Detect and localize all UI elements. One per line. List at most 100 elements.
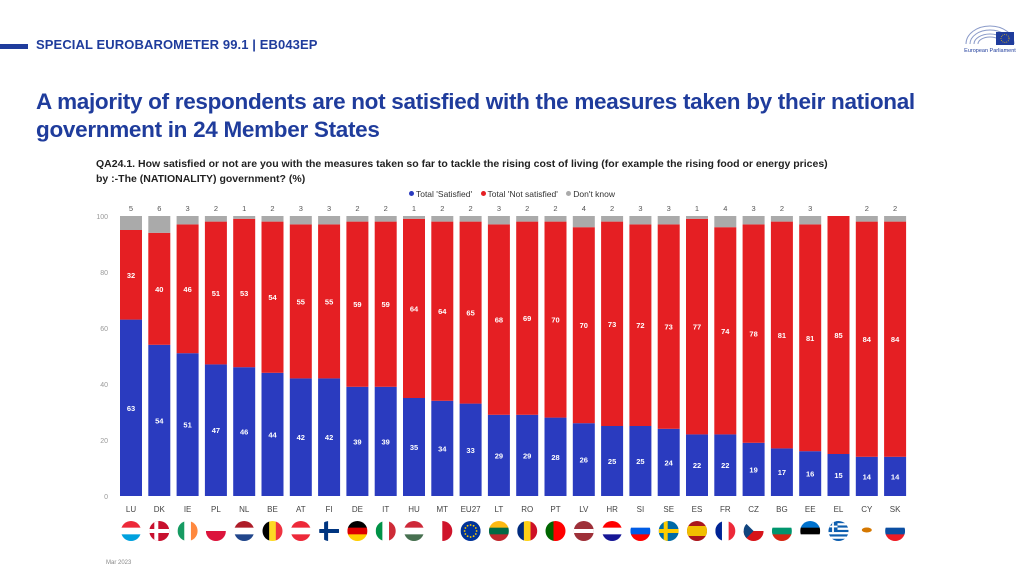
bar-segment-satisfied <box>459 403 482 496</box>
survey-series-label: SPECIAL EUROBAROMETER 99.1 | EB043EP <box>36 37 318 52</box>
bar-segment-satisfied <box>289 378 312 496</box>
data-label: 19 <box>749 465 757 474</box>
data-label: 54 <box>155 416 164 425</box>
category-label: CZ <box>748 505 759 514</box>
flag-fi-icon <box>319 521 340 541</box>
data-label: 64 <box>438 307 447 316</box>
bar-segment-not-satisfied <box>233 218 256 368</box>
flag-be-icon <box>262 521 283 541</box>
bar-segment-satisfied <box>176 353 199 496</box>
legend-item-not-satisfied: Total 'Not satisfied' <box>480 189 558 199</box>
category-label: EE <box>805 505 816 514</box>
page-title: A majority of respondents are not satisf… <box>36 89 915 142</box>
data-label-dont-know: 2 <box>525 204 529 213</box>
flag-lv-icon <box>573 521 594 541</box>
bar-segment-satisfied <box>544 417 567 496</box>
bar-segment-satisfied <box>318 378 341 496</box>
y-tick-label: 60 <box>100 326 108 333</box>
flag-pt-icon <box>545 521 566 541</box>
bar-segment-not-satisfied <box>601 221 624 426</box>
data-label: 22 <box>693 461 701 470</box>
data-label-dont-know: 1 <box>695 204 699 213</box>
data-label: 29 <box>523 451 531 460</box>
flag-lt-icon <box>488 521 509 541</box>
bar-segment-dont-know <box>176 216 199 225</box>
data-label: 69 <box>523 314 531 323</box>
category-label: HU <box>408 505 420 514</box>
data-label: 85 <box>834 331 842 340</box>
bar-segment-dont-know <box>233 216 256 219</box>
category-label: LT <box>495 505 504 514</box>
category-label: DE <box>352 505 363 514</box>
bar-segment-dont-know <box>204 216 227 222</box>
data-label: 39 <box>382 437 390 446</box>
bar-segment-dont-know <box>261 216 284 222</box>
data-label: 65 <box>466 309 474 318</box>
bar-segment-dont-know <box>657 216 680 225</box>
category-label: HR <box>606 505 618 514</box>
footer-date: Mar 2023 <box>106 560 132 566</box>
category-label: EL <box>834 505 844 514</box>
bar-segment-satisfied <box>714 434 737 496</box>
bar-segment-not-satisfied <box>346 221 369 387</box>
bar-segment-satisfied <box>770 448 793 496</box>
data-label-dont-know: 2 <box>553 204 557 213</box>
data-label-dont-know: 2 <box>440 204 444 213</box>
bar-segment-not-satisfied <box>657 224 680 429</box>
question-line-2: by :-The (NATIONALITY) government? (%) <box>96 173 306 185</box>
data-label: 29 <box>495 451 503 460</box>
data-label: 35 <box>410 443 418 452</box>
data-label-dont-know: 2 <box>270 204 274 213</box>
bar-segment-dont-know <box>544 216 567 222</box>
bar-segment-satisfied <box>148 344 171 496</box>
bar-segment-not-satisfied <box>487 224 510 415</box>
data-label: 44 <box>268 430 277 439</box>
flag-dk-icon <box>149 521 170 541</box>
data-label: 24 <box>665 458 674 467</box>
bar-segment-not-satisfied <box>799 224 822 452</box>
category-label: AT <box>296 505 306 514</box>
stacked-bar-chart: 02040608010063325LU54406DK51463IE47512PL… <box>96 204 907 541</box>
bar-segment-not-satisfied <box>431 221 454 401</box>
data-label: 54 <box>268 293 277 302</box>
bar-segment-satisfied <box>572 423 595 496</box>
legend-item-dont-know: Don't know <box>566 189 615 199</box>
data-label: 70 <box>551 316 559 325</box>
data-label-dont-know: 3 <box>327 204 331 213</box>
data-label: 17 <box>778 468 786 477</box>
bar-segment-satisfied <box>403 398 425 496</box>
bar-segment-not-satisfied <box>261 221 284 373</box>
data-label: 84 <box>863 335 872 344</box>
bar-segment-dont-know <box>855 216 878 222</box>
bar-segment-dont-know <box>120 216 142 230</box>
bar-segment-not-satisfied <box>544 221 567 418</box>
data-label-dont-know: 2 <box>780 204 784 213</box>
data-label: 78 <box>749 330 757 339</box>
bar-segment-satisfied <box>601 426 624 496</box>
category-label: NL <box>239 505 250 514</box>
flag-si-icon <box>630 521 651 541</box>
bar-segment-not-satisfied <box>176 224 199 354</box>
bar-segment-dont-know <box>572 216 595 228</box>
category-label: SI <box>637 505 645 514</box>
bar-segment-not-satisfied <box>686 218 708 435</box>
bar-segment-satisfied <box>686 434 708 496</box>
flag-pl-icon <box>205 521 226 541</box>
data-label: 46 <box>183 285 191 294</box>
data-label: 77 <box>693 323 701 332</box>
data-label: 70 <box>580 321 588 330</box>
bar-segment-dont-know <box>431 216 454 222</box>
flag-se-icon <box>658 521 679 541</box>
data-label-dont-know: 1 <box>242 204 246 213</box>
chart-legend: Total 'Satisfied' Total 'Not satisfied' … <box>0 189 1024 199</box>
data-label-dont-know: 5 <box>129 204 133 213</box>
data-label: 63 <box>127 404 135 413</box>
category-label: LU <box>126 505 136 514</box>
data-label: 33 <box>466 446 474 455</box>
bar-segment-satisfied <box>204 364 227 496</box>
bar-segment-dont-know <box>770 216 793 222</box>
bar-segment-not-satisfied <box>714 227 737 435</box>
data-label: 55 <box>325 297 333 306</box>
data-label: 81 <box>778 331 786 340</box>
category-label: ES <box>692 505 703 514</box>
